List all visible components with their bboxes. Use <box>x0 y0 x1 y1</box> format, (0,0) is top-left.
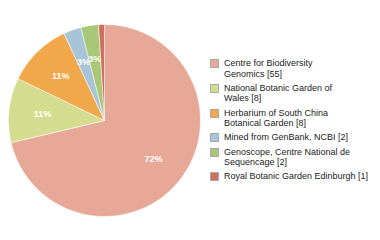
svg-text:3%: 3% <box>77 56 91 67</box>
html-text:National Botanic Garden of Wal: National Botanic Garden of Wales [8] <box>224 83 333 104</box>
svg-text:11%: 11% <box>34 109 52 119</box>
svg-text:3%: 3% <box>88 54 101 64</box>
svg-text:72%: 72% <box>144 154 162 164</box>
html-text:Centre for Biodiversity Genomi: Centre for Biodiversity Genomics [55] <box>224 58 313 79</box>
html-text:Herbarium of South China Botan: Herbarium of South China Botanical Garde… <box>224 107 329 128</box>
svg-text:11%: 11% <box>52 71 70 81</box>
html-text:Genoscope, Centre National de: Genoscope, Centre National de Sequencage… <box>224 146 351 167</box>
html-text:Mined from GenBank, NCBI [2]: Mined from GenBank, NCBI [2] <box>224 132 349 143</box>
html-text:Royal Botanic Garden Edinburgh: Royal Botanic Garden Edinburgh [1] <box>224 171 369 182</box>
